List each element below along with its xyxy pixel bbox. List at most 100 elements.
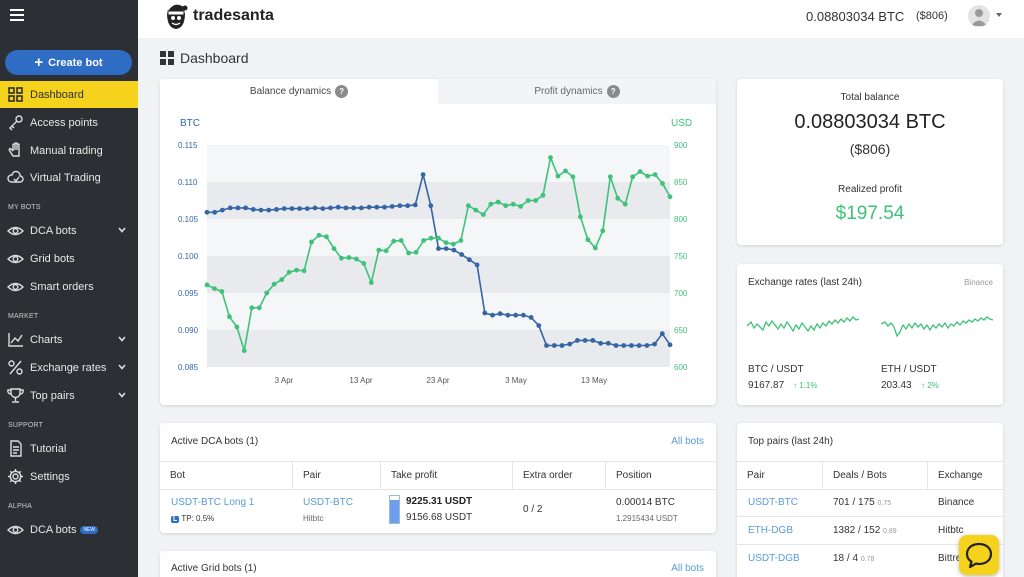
data-point-btc[interactable] xyxy=(227,205,233,211)
data-point-usd[interactable] xyxy=(324,234,329,240)
sidebar-item-grid-bots[interactable]: Grid bots xyxy=(0,245,138,272)
data-point-usd[interactable] xyxy=(622,201,628,207)
data-point-btc[interactable] xyxy=(274,207,279,212)
data-point-usd[interactable] xyxy=(466,203,471,209)
data-point-usd[interactable] xyxy=(480,212,486,217)
pair-link[interactable]: ETH-DGB xyxy=(748,525,793,536)
data-point-btc[interactable] xyxy=(420,172,426,177)
column-header[interactable]: Extra order xyxy=(513,462,606,489)
data-point-btc[interactable] xyxy=(629,343,634,348)
data-point-usd[interactable] xyxy=(667,194,673,200)
data-point-btc[interactable] xyxy=(505,312,511,318)
help-icon[interactable]: ? xyxy=(606,85,620,98)
pair-link[interactable]: USDT-DGB xyxy=(748,553,800,564)
menu-icon[interactable] xyxy=(10,9,24,21)
data-point-btc[interactable] xyxy=(521,312,526,318)
data-point-btc[interactable] xyxy=(212,209,218,215)
data-point-usd[interactable] xyxy=(592,245,598,251)
data-point-usd[interactable] xyxy=(346,255,352,260)
data-point-btc[interactable] xyxy=(482,310,488,316)
data-point-usd[interactable] xyxy=(428,235,434,241)
table-row[interactable]: ETH-DGB 1382 / 152 0.89 Hitbtc xyxy=(737,517,1003,545)
data-point-usd[interactable] xyxy=(540,192,546,198)
data-point-usd[interactable] xyxy=(294,267,299,273)
chat-button[interactable] xyxy=(959,535,999,575)
data-point-usd[interactable] xyxy=(339,255,344,261)
data-point-btc[interactable] xyxy=(528,315,534,320)
data-point-usd[interactable] xyxy=(256,305,262,311)
column-header[interactable]: Position xyxy=(616,470,652,481)
data-point-usd[interactable] xyxy=(331,246,337,252)
data-point-usd[interactable] xyxy=(219,289,225,294)
data-point-usd[interactable] xyxy=(398,238,404,243)
data-point-usd[interactable] xyxy=(443,240,449,246)
data-point-usd[interactable] xyxy=(406,250,411,256)
data-point-btc[interactable] xyxy=(567,341,573,347)
all-bots-link[interactable]: All bots xyxy=(671,563,704,574)
data-point-usd[interactable] xyxy=(309,239,314,245)
create-bot-button[interactable]: + Create bot xyxy=(5,50,132,75)
data-point-usd[interactable] xyxy=(421,238,426,243)
data-point-btc[interactable] xyxy=(443,246,449,252)
data-point-usd[interactable] xyxy=(555,173,561,179)
data-point-btc[interactable] xyxy=(497,311,503,317)
data-point-btc[interactable] xyxy=(605,340,611,346)
data-point-btc[interactable] xyxy=(312,205,318,211)
sidebar-item-manual-trading[interactable]: Manual trading xyxy=(0,137,138,164)
data-point-usd[interactable] xyxy=(361,261,367,266)
data-point-btc[interactable] xyxy=(659,331,665,337)
sidebar-item-exchange-rates[interactable]: Exchange rates xyxy=(0,354,138,381)
column-header[interactable]: Pair xyxy=(293,462,381,489)
data-point-usd[interactable] xyxy=(368,280,374,285)
data-point-usd[interactable] xyxy=(458,238,464,243)
data-point-usd[interactable] xyxy=(271,281,277,287)
sidebar-item-charts[interactable]: Charts xyxy=(0,326,138,353)
data-point-usd[interactable] xyxy=(413,249,419,255)
sidebar-item-top-pairs[interactable]: Top pairs xyxy=(0,382,138,409)
data-point-btc[interactable] xyxy=(389,204,395,209)
data-point-btc[interactable] xyxy=(335,204,341,210)
avatar[interactable] xyxy=(968,5,990,27)
data-point-btc[interactable] xyxy=(351,205,356,211)
data-point-usd[interactable] xyxy=(563,168,568,174)
data-point-btc[interactable] xyxy=(536,323,542,328)
caret-down-icon[interactable] xyxy=(996,13,1002,17)
data-point-usd[interactable] xyxy=(652,172,658,177)
column-header[interactable]: Pair xyxy=(737,462,823,489)
data-point-usd[interactable] xyxy=(570,174,576,180)
data-point-btc[interactable] xyxy=(575,338,580,343)
data-point-usd[interactable] xyxy=(615,195,621,201)
data-point-btc[interactable] xyxy=(304,206,310,211)
data-point-btc[interactable] xyxy=(621,343,627,348)
data-point-usd[interactable] xyxy=(234,324,240,330)
data-point-usd[interactable] xyxy=(383,248,389,254)
all-bots-link[interactable]: All bots xyxy=(671,436,704,447)
data-point-usd[interactable] xyxy=(204,282,210,288)
data-point-btc[interactable] xyxy=(636,343,642,348)
data-point-usd[interactable] xyxy=(525,198,531,203)
data-point-btc[interactable] xyxy=(358,205,364,211)
table-row[interactable]: USDT-DGB 18 / 4 0.78 Bittre xyxy=(737,545,1003,573)
data-point-btc[interactable] xyxy=(412,202,418,208)
data-point-btc[interactable] xyxy=(289,206,295,211)
data-point-btc[interactable] xyxy=(513,312,519,318)
data-point-btc[interactable] xyxy=(613,343,619,348)
table-row[interactable]: USDT-BTC 701 / 175 0.75 Binance xyxy=(737,489,1003,517)
data-point-usd[interactable] xyxy=(264,290,270,296)
data-point-btc[interactable] xyxy=(243,205,248,211)
data-point-btc[interactable] xyxy=(366,204,372,210)
data-point-btc[interactable] xyxy=(343,205,349,211)
data-point-btc[interactable] xyxy=(297,206,302,211)
data-point-usd[interactable] xyxy=(518,204,523,209)
data-point-usd[interactable] xyxy=(376,247,382,253)
data-point-btc[interactable] xyxy=(436,246,441,252)
data-point-btc[interactable] xyxy=(382,204,387,210)
data-point-btc[interactable] xyxy=(644,343,650,348)
sidebar-item-alpha-dca-bots[interactable]: DCA bots NEW xyxy=(0,516,138,543)
data-point-btc[interactable] xyxy=(559,343,565,348)
data-point-btc[interactable] xyxy=(374,204,380,210)
data-point-btc[interactable] xyxy=(405,203,410,209)
column-header[interactable]: Take profit xyxy=(381,462,513,489)
data-point-btc[interactable] xyxy=(281,206,287,211)
column-header[interactable]: Bot xyxy=(160,462,293,489)
